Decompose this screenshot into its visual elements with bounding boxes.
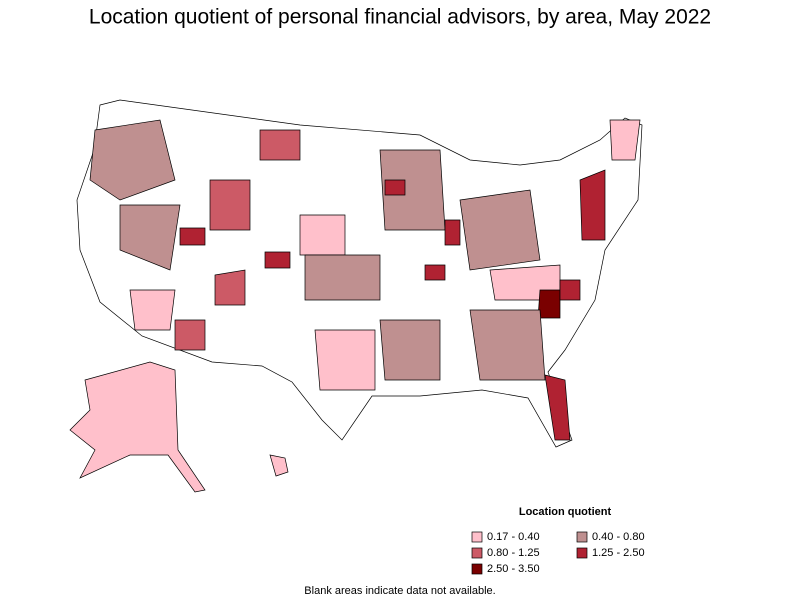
legend-swatch bbox=[576, 531, 588, 543]
region bbox=[264, 251, 291, 269]
region bbox=[129, 289, 176, 331]
title: Location quotient of personal financial … bbox=[89, 6, 711, 29]
region bbox=[209, 179, 251, 231]
legend-title: Location quotient bbox=[519, 506, 612, 518]
region bbox=[119, 204, 181, 271]
alaska bbox=[69, 361, 206, 493]
region bbox=[179, 227, 206, 246]
region bbox=[174, 319, 206, 351]
region bbox=[609, 119, 641, 161]
region bbox=[214, 269, 246, 306]
region bbox=[459, 189, 541, 271]
legend-label: 0.80 - 1.25 bbox=[487, 547, 540, 559]
region bbox=[299, 214, 346, 256]
legend-swatch bbox=[576, 547, 588, 559]
hawaii bbox=[269, 454, 289, 477]
region bbox=[259, 129, 301, 161]
legend-swatch bbox=[471, 563, 483, 575]
legend-label: 0.17 - 0.40 bbox=[487, 531, 540, 543]
region bbox=[559, 279, 581, 301]
region bbox=[314, 329, 376, 391]
legend-label: 1.25 - 2.50 bbox=[592, 547, 645, 559]
region bbox=[469, 309, 546, 381]
legend-label: 2.50 - 3.50 bbox=[487, 563, 540, 575]
legend-label: 0.40 - 0.80 bbox=[592, 531, 645, 543]
region bbox=[304, 254, 381, 301]
map bbox=[69, 99, 643, 493]
region bbox=[537, 289, 561, 319]
region bbox=[579, 169, 606, 241]
region bbox=[444, 219, 461, 246]
region bbox=[544, 374, 571, 441]
note: Blank areas indicate data not available. bbox=[304, 585, 495, 597]
region bbox=[384, 179, 406, 196]
legend-swatch bbox=[471, 531, 483, 543]
legend-swatch bbox=[471, 547, 483, 559]
region bbox=[379, 319, 441, 381]
legend: 0.17 - 0.40 0.40 - 0.80 0.80 - 1.25 1.25 - … bbox=[471, 531, 645, 575]
region bbox=[89, 119, 176, 201]
region bbox=[424, 264, 446, 281]
